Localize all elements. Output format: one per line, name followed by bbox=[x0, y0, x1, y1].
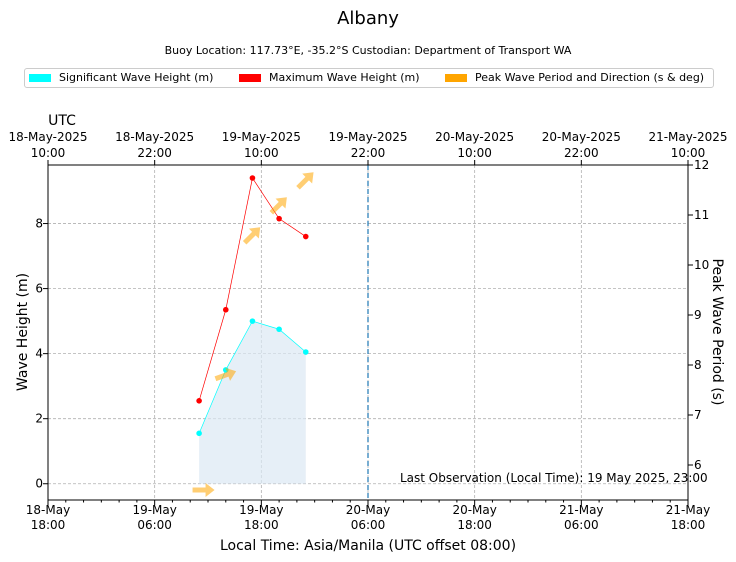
legend-swatch-cyan bbox=[29, 74, 51, 82]
legend-label: Peak Wave Period and Direction (s & deg) bbox=[475, 71, 705, 84]
x-tick-label: 06:00 bbox=[564, 518, 599, 532]
y-axis-label: Wave Height (m) bbox=[15, 273, 31, 391]
x-tick-label: 19-May bbox=[239, 503, 283, 517]
y2-tick-label: 8 bbox=[694, 358, 702, 372]
x-tick-label: 18-May bbox=[26, 503, 70, 517]
y2-tick-label: 9 bbox=[694, 308, 702, 322]
legend-swatch-orange bbox=[445, 74, 467, 82]
y2-tick-label: 12 bbox=[694, 158, 709, 172]
y-tick-label: 4 bbox=[35, 347, 43, 361]
legend-swatch-red bbox=[239, 74, 261, 82]
y2-axis-label: Peak Wave Period (s) bbox=[709, 259, 725, 406]
y2-tick-label: 6 bbox=[694, 458, 702, 472]
x-top-tick-label: 19-May-2025 bbox=[222, 130, 301, 144]
last-observation-text: Last Observation (Local Time): 19 May 20… bbox=[400, 471, 708, 485]
x-top-tick-label: 10:00 bbox=[244, 146, 279, 160]
significant-height-point bbox=[196, 430, 202, 437]
y-tick-label: 8 bbox=[35, 217, 43, 231]
x-top-tick-label: 22:00 bbox=[564, 146, 599, 160]
legend-item-maximum-height: Maximum Wave Height (m) bbox=[239, 71, 420, 85]
significant-height-point bbox=[276, 326, 282, 333]
top-axis-label: UTC bbox=[48, 113, 76, 129]
y2-tick-label: 10 bbox=[694, 258, 709, 272]
legend-label: Significant Wave Height (m) bbox=[59, 71, 214, 84]
x-tick-label: 21-May bbox=[666, 503, 710, 517]
x-top-tick-label: 20-May-2025 bbox=[435, 130, 514, 144]
legend-item-significant-height: Significant Wave Height (m) bbox=[29, 71, 213, 85]
maximum-height-point bbox=[276, 215, 282, 222]
legend-item-peak-period: Peak Wave Period and Direction (s & deg) bbox=[445, 71, 704, 85]
x-tick-label: 06:00 bbox=[351, 518, 386, 532]
y2-tick-label: 7 bbox=[694, 408, 702, 422]
peak-period-arrow bbox=[214, 367, 237, 382]
x-tick-label: 20-May bbox=[452, 503, 496, 517]
x-top-tick-label: 10:00 bbox=[457, 146, 492, 160]
significant-height-point bbox=[302, 349, 309, 355]
x-tick-label: 06:00 bbox=[137, 518, 172, 532]
x-top-tick-label: 18-May-2025 bbox=[115, 130, 194, 144]
maximum-height-point bbox=[196, 398, 202, 404]
plot-frame bbox=[47, 164, 689, 501]
x-tick-label: 18:00 bbox=[244, 518, 279, 532]
x-tick-label: 20-May bbox=[346, 503, 390, 517]
legend-label: Maximum Wave Height (m) bbox=[269, 71, 420, 84]
x-tick-label: 18:00 bbox=[457, 518, 492, 532]
y-tick-label: 0 bbox=[35, 477, 43, 491]
maximum-height-point bbox=[302, 233, 309, 240]
x-top-tick-label: 10:00 bbox=[671, 146, 706, 160]
x-tick-label: 18:00 bbox=[671, 518, 706, 532]
x-top-tick-label: 22:00 bbox=[137, 146, 172, 160]
x-axis-label: Local Time: Asia/Manila (UTC offset 08:0… bbox=[220, 538, 516, 554]
x-top-tick-label: 10:00 bbox=[31, 146, 66, 160]
chart-title: Albany bbox=[337, 8, 399, 29]
chart-subtitle: Buoy Location: 117.73°E, -35.2°S Custodi… bbox=[164, 44, 572, 57]
x-top-tick-label: 20-May-2025 bbox=[542, 130, 621, 144]
maximum-height-point bbox=[222, 306, 229, 313]
x-top-tick-label: 21-May-2025 bbox=[648, 130, 727, 144]
peak-period-arrow bbox=[192, 483, 215, 497]
peak-period-arrow bbox=[296, 172, 314, 190]
x-tick-label: 21-May bbox=[559, 503, 603, 517]
x-top-tick-label: 19-May-2025 bbox=[328, 130, 407, 144]
y-tick-label: 6 bbox=[35, 282, 43, 296]
significant-height-point bbox=[249, 318, 256, 324]
x-top-tick-label: 22:00 bbox=[351, 146, 386, 160]
significant-height-area bbox=[199, 321, 306, 484]
peak-period-arrow bbox=[242, 227, 261, 245]
chart-legend: Significant Wave Height (m) Maximum Wave… bbox=[24, 68, 714, 88]
y-tick-label: 2 bbox=[35, 412, 43, 426]
x-tick-label: 19-May bbox=[132, 503, 176, 517]
maximum-height-point bbox=[249, 175, 256, 181]
y2-tick-label: 11 bbox=[694, 208, 709, 222]
peak-period-arrow bbox=[269, 197, 287, 215]
x-tick-label: 18:00 bbox=[31, 518, 66, 532]
x-top-tick-label: 18-May-2025 bbox=[8, 130, 87, 144]
